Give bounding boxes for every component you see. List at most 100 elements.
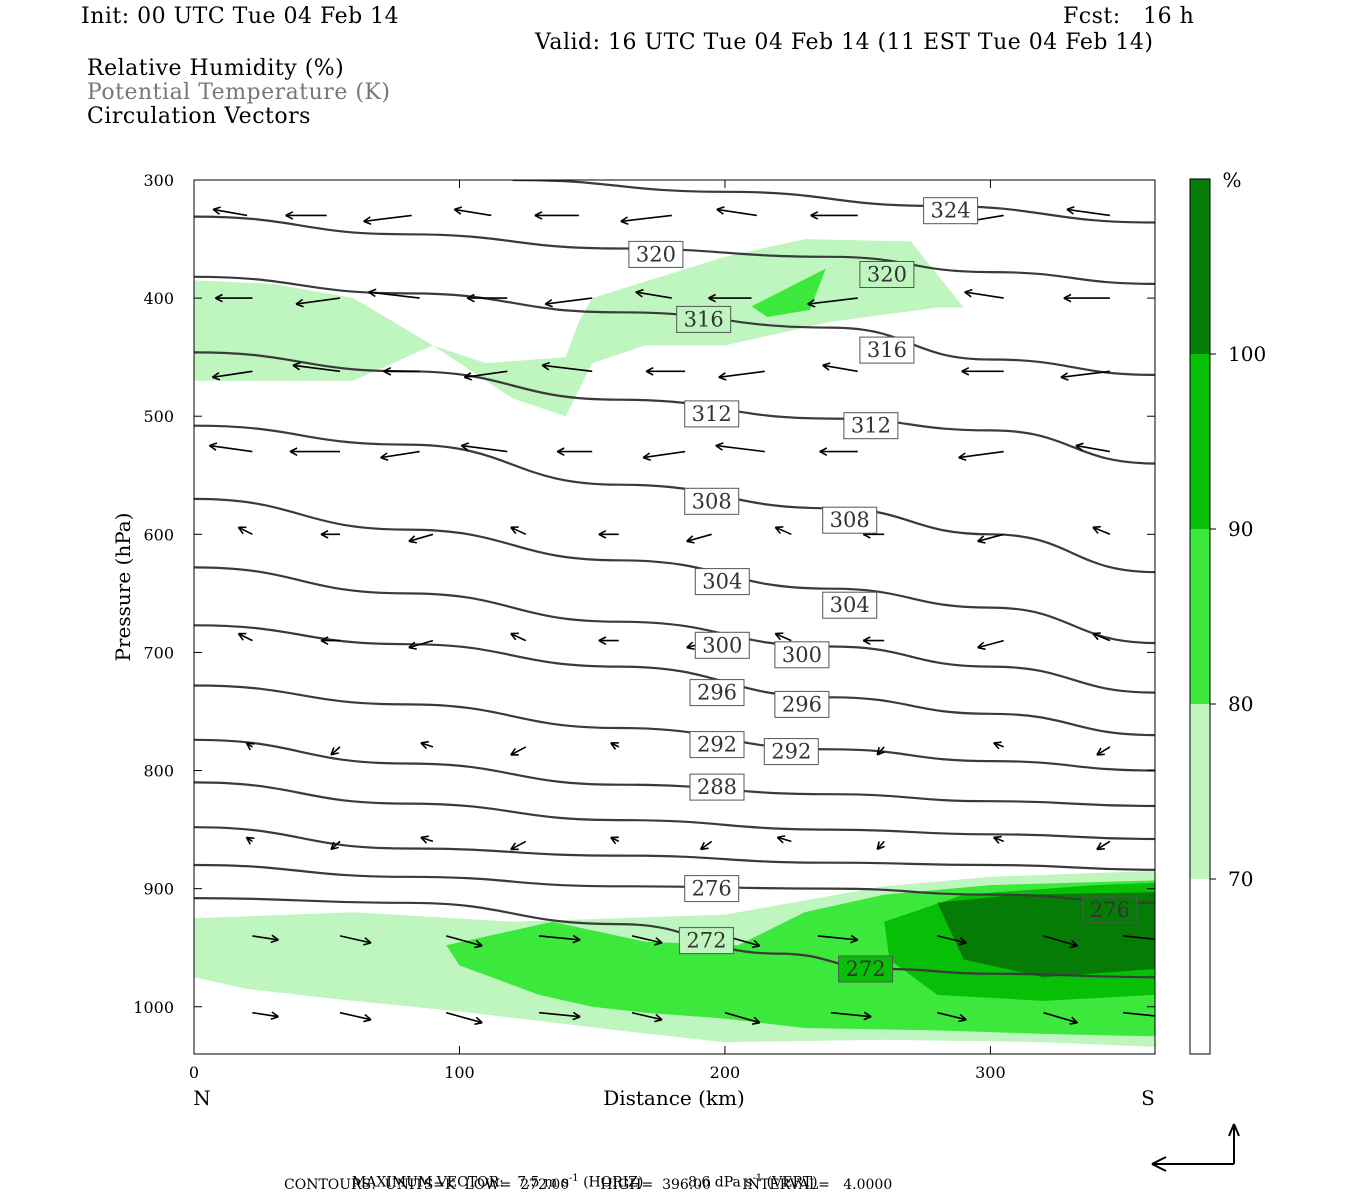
circulation-vector	[598, 636, 619, 646]
vector-head	[330, 841, 335, 850]
vector-head	[544, 298, 553, 305]
vector-shaft	[1123, 1011, 1155, 1017]
max-vector-vert: 8.6 dPa s	[688, 1174, 753, 1191]
vector-head	[510, 526, 517, 535]
contour-label-text: 320	[867, 263, 907, 287]
vector-head	[320, 639, 329, 646]
vector-head	[1092, 633, 1099, 641]
rh-shading	[194, 239, 1155, 1047]
contour-label-box	[676, 305, 732, 333]
vector-head	[1092, 632, 1101, 635]
contour-label-text: 288	[697, 775, 737, 799]
vector-head	[1071, 939, 1079, 947]
vector-shaft	[993, 836, 1004, 843]
vector-head	[961, 366, 970, 373]
vector-shaft	[715, 444, 765, 453]
vector-head	[993, 835, 1002, 839]
vector-head	[292, 361, 301, 367]
circulation-vector	[368, 288, 420, 299]
vector-head	[819, 447, 828, 453]
contour-label-text: 300	[782, 643, 822, 667]
circulation-vector	[610, 742, 620, 750]
contour-label-text: 272	[846, 957, 886, 981]
colorbar-segment	[1190, 879, 1210, 1054]
circulation-vector	[819, 447, 858, 457]
vector-head	[474, 1021, 483, 1026]
vector-head	[959, 1013, 967, 1021]
circulation-vector	[215, 293, 253, 303]
contour-label-box	[694, 631, 750, 659]
circulation-vector	[539, 1011, 581, 1021]
vector-shaft	[631, 935, 663, 944]
vector-head	[700, 847, 709, 851]
vector-head	[408, 641, 416, 649]
colorbar: % 100 90 80 70	[1189, 168, 1266, 1055]
vector-head	[408, 535, 416, 542]
vector-head	[822, 364, 830, 371]
vector-shaft	[408, 639, 434, 649]
vector-shaft	[339, 935, 372, 944]
vector-shaft	[635, 291, 672, 299]
contour-label-box	[859, 261, 915, 288]
vector-head	[807, 299, 815, 305]
theta-contour-320	[194, 215, 1155, 285]
circulation-vector	[1092, 525, 1111, 536]
vector-shaft	[510, 526, 527, 536]
vector-head	[215, 297, 223, 303]
vector-head	[208, 444, 217, 451]
circulation-vector	[715, 442, 765, 453]
vector-head	[453, 208, 462, 215]
y-tick-label: 1000	[133, 998, 174, 1017]
vector-head	[876, 841, 880, 850]
vector-head	[715, 444, 723, 451]
contour-label: 296	[774, 690, 830, 718]
colorbar-segment	[1190, 704, 1210, 879]
y-tick-label: 500	[143, 407, 174, 426]
vector-head	[1060, 372, 1068, 378]
vector-head	[686, 646, 695, 650]
vector-shaft	[937, 935, 967, 944]
circulation-vector	[1043, 1011, 1079, 1025]
circulation-vector	[1043, 935, 1079, 949]
circulation-vector	[289, 447, 340, 457]
circulation-vector	[445, 935, 483, 949]
vector-head	[212, 208, 220, 215]
vector-head	[271, 1011, 279, 1018]
circulation-vector	[642, 450, 686, 461]
vector-shaft	[1096, 746, 1111, 756]
footer-max-vector: MAXIMUM VECTOR: 7.5 m s-1 (HORIZ) 8.6 dP…	[343, 1157, 818, 1191]
circulation-vector	[937, 1011, 967, 1023]
circulation-vector	[453, 206, 492, 217]
contour-label: 324	[923, 197, 979, 225]
contour-label-box	[774, 690, 830, 718]
vector-shaft	[252, 1011, 279, 1018]
circulation-vector	[510, 632, 527, 642]
vector-head	[655, 1013, 663, 1021]
circulation-vector	[1092, 632, 1111, 642]
vector-shaft	[964, 291, 1004, 299]
circulation-vector	[776, 835, 792, 844]
contour-label: 300	[694, 631, 750, 659]
vector-head	[245, 837, 251, 845]
vector-head	[420, 742, 428, 750]
contour-label-text: 296	[697, 681, 737, 705]
contour-label-text: 276	[1090, 898, 1130, 922]
colorbar-segment	[1190, 179, 1210, 354]
circulation-vector	[420, 740, 434, 750]
reference-vector-icon	[1151, 1123, 1240, 1172]
contour-label-box	[774, 641, 830, 669]
horiz-exponent: -1	[568, 1173, 579, 1184]
vector-shaft	[620, 214, 672, 223]
vector-head	[289, 447, 298, 453]
vector-head	[654, 942, 663, 946]
vector-shaft	[1096, 840, 1111, 851]
vector-head	[598, 639, 607, 646]
theta-contour-280	[194, 826, 1155, 871]
vector-head	[363, 216, 371, 223]
circulation-vector	[252, 934, 279, 944]
vector-head	[510, 842, 517, 850]
contour-label-box	[763, 738, 819, 766]
circulation-vector	[330, 840, 341, 851]
vector-head	[977, 646, 986, 651]
theta-contour-324	[512, 180, 1155, 224]
